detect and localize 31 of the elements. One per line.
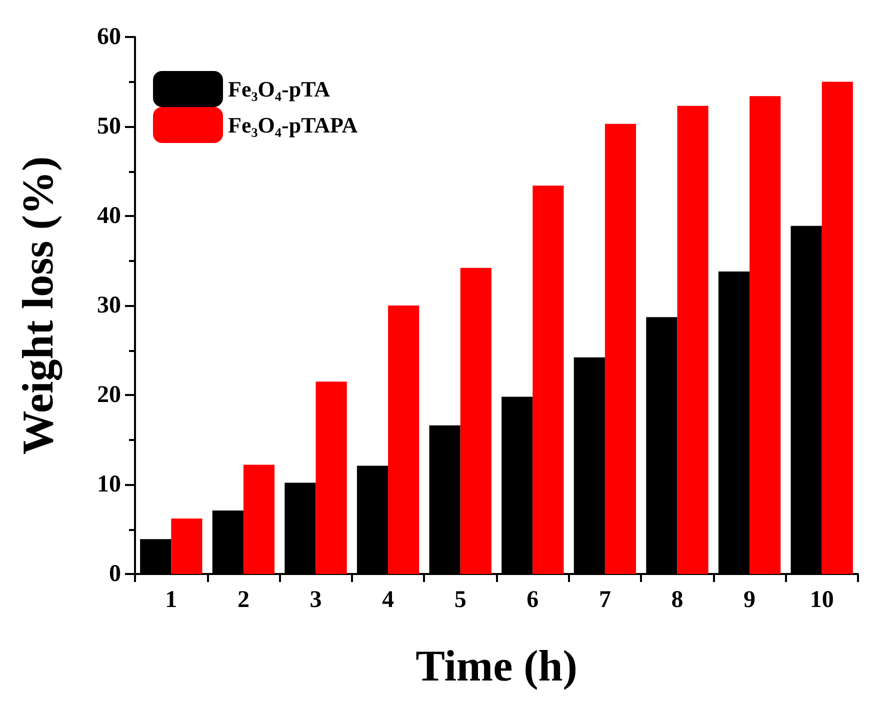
- y-tick-label: 20: [97, 382, 121, 408]
- y-tick-label: 30: [97, 292, 121, 318]
- bar: [604, 124, 636, 574]
- bar: [388, 306, 420, 574]
- bar: [532, 186, 564, 574]
- y-tick-label: 40: [97, 203, 121, 229]
- x-tick-label: 4: [382, 587, 394, 613]
- x-tick-label: 3: [310, 587, 322, 613]
- y-tick-label: 0: [109, 561, 121, 587]
- y-tick-label: 10: [97, 472, 121, 498]
- x-tick-label: 10: [810, 587, 834, 613]
- y-tick-label: 60: [97, 24, 121, 50]
- bar: [750, 96, 781, 574]
- legend-label: Fe₃O₄-pTA: [228, 76, 330, 102]
- bar: [677, 106, 708, 574]
- x-tick-label: 1: [165, 587, 178, 613]
- x-tick-label: 7: [598, 587, 611, 613]
- x-tick-label: 5: [454, 587, 466, 613]
- y-axis-title: Weight loss (%): [14, 156, 62, 455]
- bar: [460, 268, 492, 574]
- y-tick-label: 50: [97, 114, 121, 140]
- x-tick-label: 8: [671, 587, 684, 613]
- bar: [243, 464, 275, 574]
- bar: [316, 382, 347, 574]
- x-tick-label: 9: [744, 587, 756, 613]
- x-axis-title: Time (h): [416, 642, 578, 690]
- legend-label: Fe₃O₄-pTAPA: [228, 112, 358, 138]
- bar: [171, 518, 202, 574]
- bar: [822, 82, 853, 574]
- x-tick-label: 2: [237, 587, 250, 613]
- x-tick-label: 6: [526, 587, 539, 613]
